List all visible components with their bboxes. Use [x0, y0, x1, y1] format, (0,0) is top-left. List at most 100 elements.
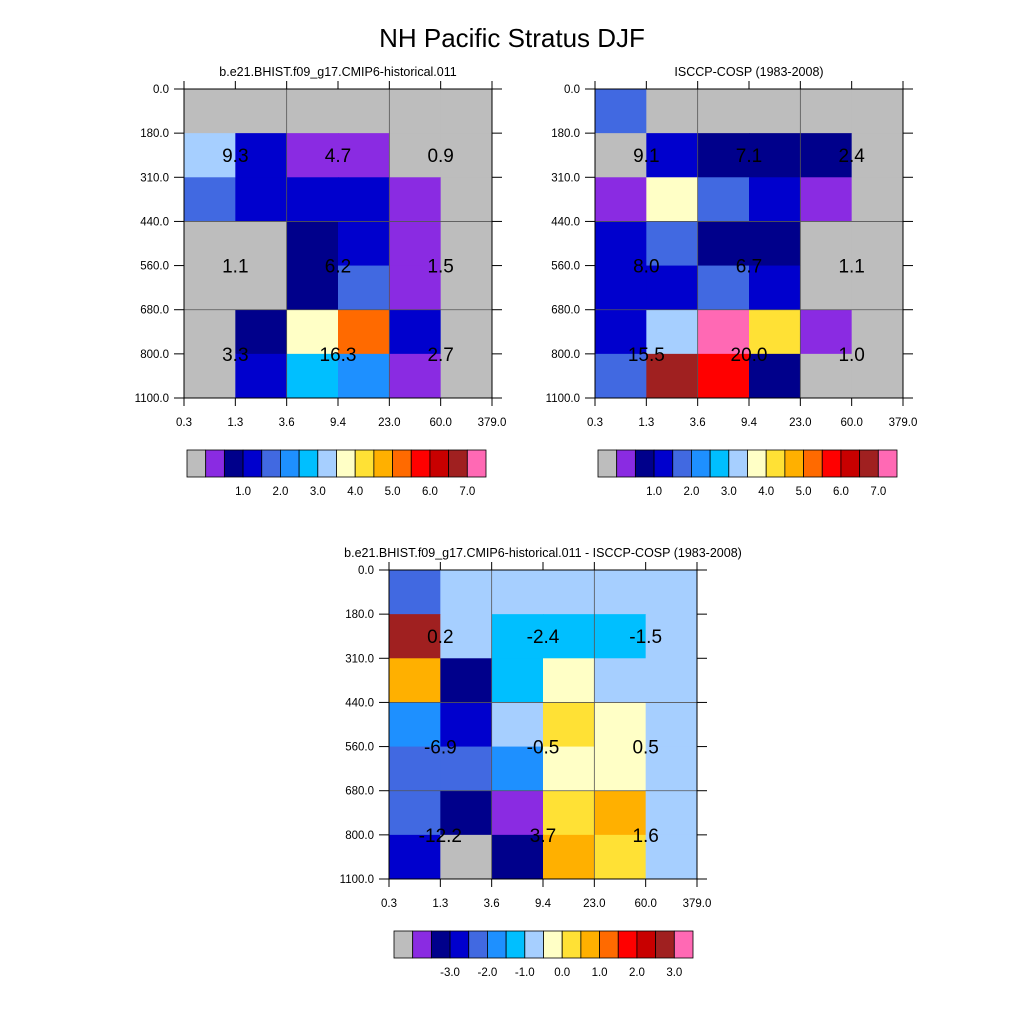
heatmap-cell: [491, 790, 544, 836]
colorbar-label: 3.0: [666, 967, 682, 979]
heatmap-cell: [286, 133, 339, 178]
colorbar-swatch: [223, 449, 244, 478]
heatmap-cell: [543, 614, 595, 659]
y-tick-label: 560.0: [551, 261, 580, 273]
colorbar-swatch: [765, 449, 786, 478]
heatmap-cell: [440, 221, 493, 267]
y-tick-label: 440.0: [140, 216, 169, 228]
colorbar: -3.0 -2.0 -1.0 0.0 1.0 2.0 3.0: [393, 930, 694, 979]
colorbar-swatch: [524, 930, 544, 959]
box-value-label: 7.1: [736, 146, 762, 167]
heatmap-cell: [697, 353, 750, 399]
colorbar-swatch: [599, 930, 619, 959]
heatmap-cell: [491, 570, 544, 615]
colorbar-swatch: [354, 449, 375, 478]
colorbar-swatch: [393, 930, 414, 959]
colorbar-label: -1.0: [515, 967, 535, 979]
heatmap-cell: [595, 221, 647, 267]
heatmap-cell: [595, 309, 647, 355]
heatmap-cell: [645, 702, 698, 748]
panel-diff: b.e21.BHIST.f09_g17.CMIP6-historical.011…: [340, 546, 742, 979]
x-tick-label: 0.3: [381, 898, 397, 910]
y-tick-label: 310.0: [140, 172, 169, 184]
heatmap-cell: [594, 570, 647, 615]
y-tick-label: 180.0: [551, 128, 580, 140]
colorbar-label: 2.0: [683, 486, 699, 498]
y-tick-label: 560.0: [345, 742, 374, 754]
heatmap-cell: [389, 265, 442, 311]
heatmap-cell: [440, 614, 493, 659]
colorbar-label: 1.0: [592, 967, 608, 979]
colorbar-swatch: [205, 449, 225, 478]
heatmap-cell: [440, 790, 493, 836]
heatmap-cell: [646, 265, 699, 311]
colorbar-label: 3.0: [721, 486, 737, 498]
box-value-label: 1.5: [427, 257, 453, 278]
heatmap-cell: [851, 221, 904, 267]
heatmap-cell: [800, 353, 853, 399]
colorbar-swatch: [691, 449, 711, 478]
heatmap-cell: [645, 614, 698, 659]
heatmap-cell: [594, 658, 647, 703]
colorbar-label: 0.0: [554, 967, 570, 979]
x-tick-label: 9.4: [741, 417, 758, 429]
heatmap-cell: [645, 746, 698, 792]
heatmap-cell: [440, 89, 493, 134]
x-tick-label: 1.3: [432, 898, 448, 910]
y-tick-label: 440.0: [345, 697, 374, 709]
heatmap-cell: [543, 658, 595, 703]
colorbar-label: 5.0: [796, 486, 812, 498]
heatmap-cell: [594, 834, 647, 880]
box-value-label: 1.6: [632, 826, 658, 847]
panel-model: b.e21.BHIST.f09_g17.CMIP6-historical.011…: [135, 65, 507, 498]
y-tick-label: 0.0: [153, 84, 169, 96]
panel-title: b.e21.BHIST.f09_g17.CMIP6-historical.011…: [344, 546, 742, 560]
heatmap-cell: [389, 746, 441, 792]
x-tick-label: 23.0: [378, 417, 400, 429]
heatmap-cell: [440, 353, 493, 399]
heatmap-cell: [697, 89, 750, 134]
box-value-label: 1.1: [222, 257, 248, 278]
box-value-label: 8.0: [633, 257, 659, 278]
heatmap-cell: [235, 265, 288, 311]
heatmap-cell: [800, 265, 853, 311]
colorbar-swatch: [392, 449, 412, 478]
colorbar-swatch: [429, 449, 450, 478]
box-value-label: 20.0: [731, 345, 768, 366]
colorbar-swatch: [728, 449, 748, 478]
heatmap-cell: [389, 658, 441, 703]
colorbar-swatch: [859, 449, 879, 478]
heatmap-cell: [389, 702, 441, 748]
colorbar-swatch: [580, 930, 600, 959]
heatmap-cell: [286, 309, 339, 355]
x-tick-label: 379.0: [889, 417, 918, 429]
colorbar-swatch: [410, 449, 431, 478]
box-value-label: 1.1: [838, 257, 864, 278]
box-value-label: 3.3: [222, 345, 248, 366]
heatmap-cell: [184, 177, 236, 222]
box-value-label: -12.2: [419, 826, 462, 847]
heatmap-cell: [440, 658, 493, 703]
heatmap-cell: [594, 614, 647, 659]
colorbar-swatch: [466, 449, 487, 478]
heatmap-cell: [440, 133, 493, 178]
heatmap-cell: [646, 89, 699, 134]
colorbar-swatch: [747, 449, 767, 478]
heatmap-cell: [389, 614, 441, 659]
box-value-label: 15.5: [628, 345, 665, 366]
y-tick-label: 310.0: [551, 172, 580, 184]
y-tick-label: 0.0: [358, 565, 374, 577]
colorbar-swatch: [373, 449, 393, 478]
x-tick-label: 3.6: [484, 898, 500, 910]
box-value-label: 9.3: [222, 146, 248, 167]
colorbar-swatch: [617, 930, 638, 959]
colorbar-swatch: [487, 930, 507, 959]
heatmap-cell: [749, 265, 801, 311]
colorbar-swatch: [636, 930, 657, 959]
x-tick-label: 23.0: [583, 898, 605, 910]
box-value-label: 3.7: [530, 826, 556, 847]
heatmap-cell: [851, 309, 904, 355]
heatmap-cell: [184, 309, 236, 355]
heatmap-cell: [235, 221, 288, 267]
